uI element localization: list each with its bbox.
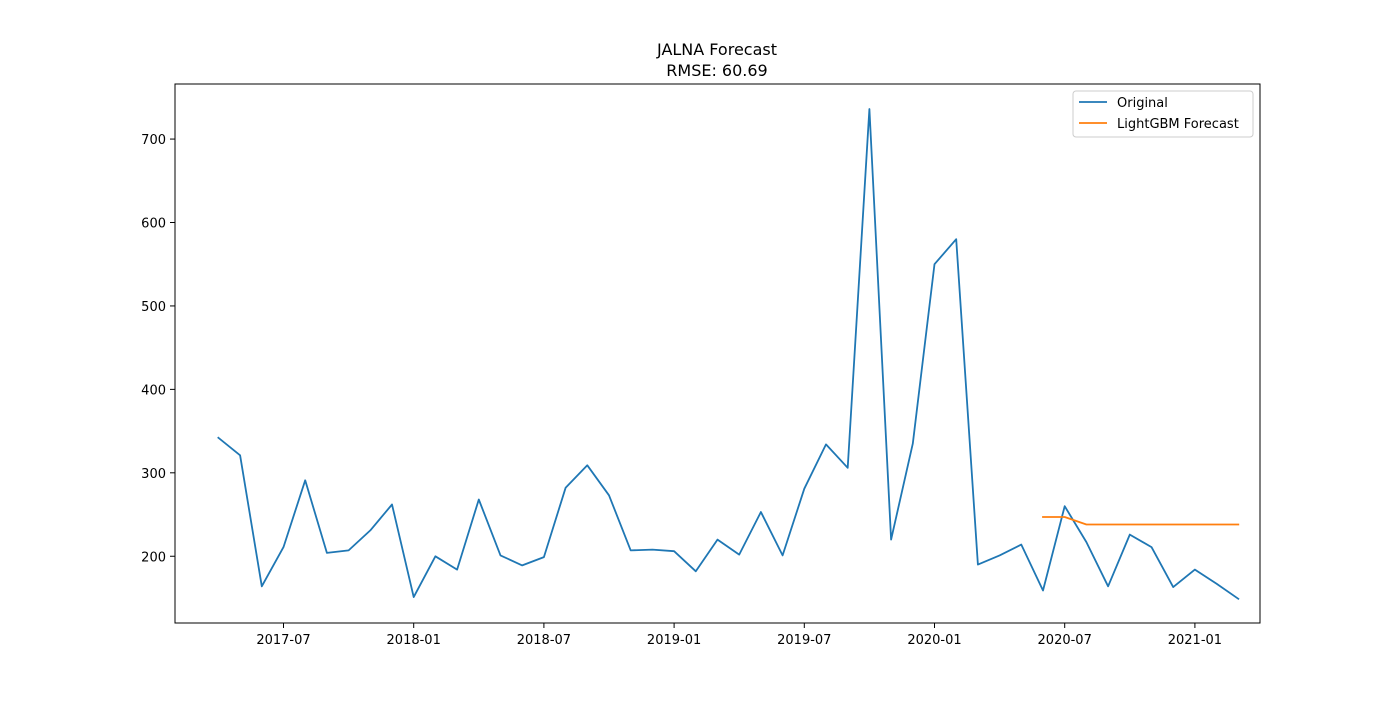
x-tick-label: 2021-01	[1168, 633, 1222, 648]
y-tick-label: 400	[141, 383, 166, 398]
legend-label: LightGBM Forecast	[1117, 117, 1239, 132]
x-tick-label: 2020-07	[1038, 633, 1092, 648]
series-line-original	[217, 108, 1240, 601]
y-tick-label: 500	[141, 300, 166, 315]
series-line-lightgbm-forecast	[1042, 516, 1240, 526]
y-tick-label: 600	[141, 217, 166, 232]
chart-subtitle: RMSE: 60.69	[666, 61, 767, 80]
x-tick-label: 2019-01	[647, 633, 701, 648]
plot-frame	[174, 83, 1261, 624]
x-tick-label: 2017-07	[256, 633, 310, 648]
x-tick-label: 2019-07	[777, 633, 831, 648]
chart-title: JALNA Forecast	[656, 40, 777, 59]
x-tick-label: 2018-01	[387, 633, 441, 648]
legend-label: Original	[1117, 96, 1168, 111]
y-tick-label: 200	[141, 550, 166, 565]
y-tick-label: 700	[141, 133, 166, 148]
x-tick-label: 2020-01	[907, 633, 961, 648]
legend-box	[1072, 90, 1254, 138]
x-tick-label: 2018-07	[517, 633, 571, 648]
y-tick-label: 300	[141, 467, 166, 482]
